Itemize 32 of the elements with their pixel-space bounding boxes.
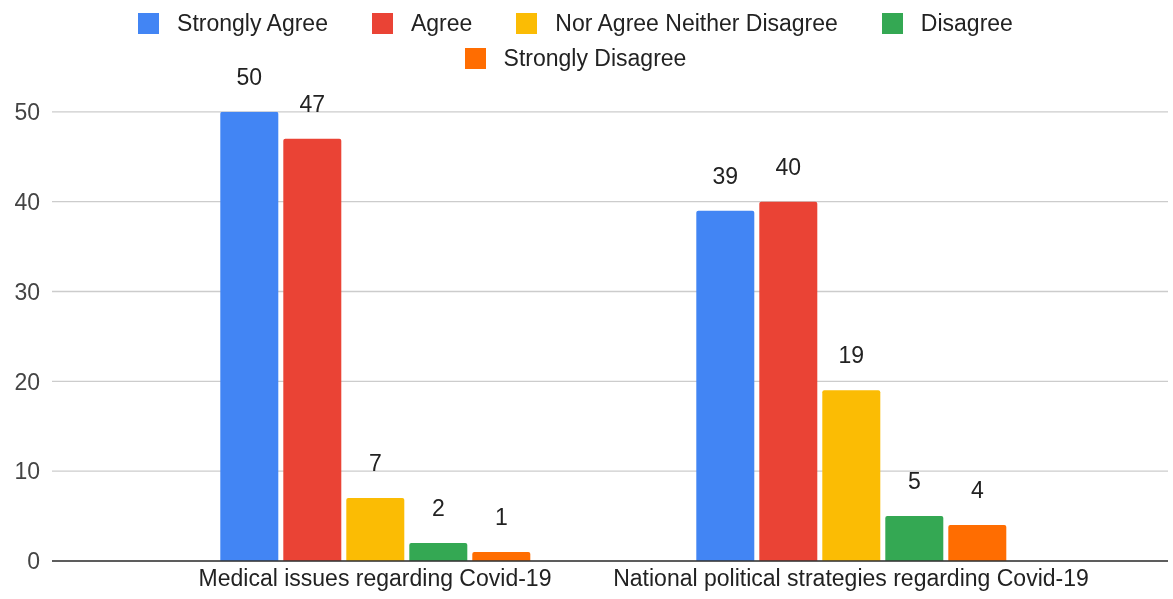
data-label: 7	[368, 450, 382, 477]
bar	[885, 516, 944, 561]
legend-label: Strongly Disagree	[503, 44, 687, 71]
x-tick-label: National political strategies regarding Covid-19	[613, 565, 1089, 592]
y-tick-label: 10	[14, 458, 40, 485]
bar	[822, 390, 881, 561]
data-label: 1	[494, 504, 508, 531]
legend-label: Disagree	[920, 10, 1013, 37]
bar	[759, 201, 818, 561]
bar	[409, 543, 468, 561]
bar	[948, 525, 1007, 561]
data-label: 39	[712, 162, 739, 189]
data-label: 5	[907, 468, 921, 495]
bar	[220, 111, 279, 561]
bar	[283, 138, 342, 561]
data-label: 19	[838, 342, 865, 369]
y-tick-label: 30	[14, 278, 40, 305]
data-label: 50	[236, 63, 263, 90]
bar	[346, 498, 405, 561]
y-tick-label: 0	[27, 548, 40, 575]
data-label: 40	[775, 153, 802, 180]
y-tick-label: 50	[14, 99, 40, 126]
data-label: 47	[299, 90, 326, 117]
data-label: 2	[431, 495, 445, 522]
legend-label: Nor Agree Neither Disagree	[555, 10, 838, 37]
bar	[696, 210, 755, 561]
y-tick-label: 20	[14, 368, 40, 395]
y-tick-label: 40	[14, 188, 40, 215]
legend-label: Strongly Agree	[177, 10, 328, 37]
x-tick-label: Medical issues regarding Covid-19	[198, 565, 552, 592]
data-label: 4	[970, 477, 984, 504]
legend-label: Agree	[410, 10, 473, 37]
